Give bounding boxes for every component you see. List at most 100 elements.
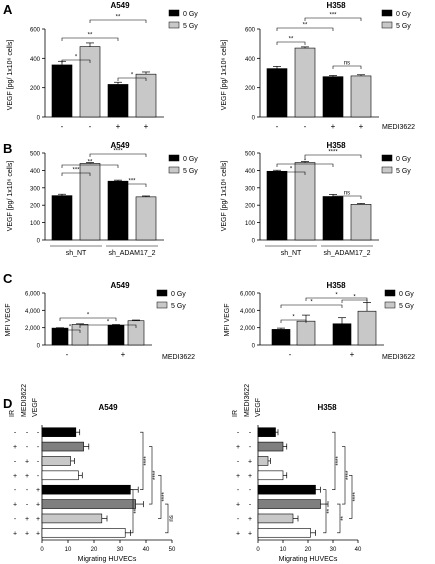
a-a549-x-label: - <box>89 122 92 131</box>
c-h358-sig-bracket <box>341 299 368 303</box>
d-h358-bar <box>257 456 269 466</box>
a-a549-bar <box>107 84 129 118</box>
d-h358-row-sign: + <box>236 473 240 480</box>
d-a549-sig-bracket <box>165 503 169 534</box>
b-h358-legend-swatch <box>381 166 393 174</box>
c-a549-legend-swatch <box>156 289 168 297</box>
c-h358-x-label: - <box>289 350 292 359</box>
a-h358-y-tick-label: 600 <box>245 28 256 34</box>
d-h358-row-header: MEDI3622 <box>244 384 251 417</box>
d-h358-row-sign: + <box>236 530 240 537</box>
b-a549-sig-bracket <box>117 183 147 187</box>
d-a549-bar <box>41 499 136 509</box>
a-a549-x-label: - <box>61 122 64 131</box>
d-h358-sig-label: ** <box>327 508 333 513</box>
d-a549-bar <box>41 484 131 495</box>
d-h358-sig-bracket <box>342 446 346 505</box>
c-a549-sig-bracket <box>79 324 137 328</box>
b-a549-sig-bracket <box>89 153 147 157</box>
d-h358-x-tick-label: 0 <box>256 547 260 553</box>
d-a549-bar <box>41 470 79 481</box>
a-h358-sig-bracket <box>276 41 306 45</box>
panel-letter-a: A <box>3 2 13 17</box>
b-a549-y-tick-label: 100 <box>30 221 41 227</box>
b-h358-group-label: sh_ADAM17_2 <box>323 250 370 257</box>
d-a549-sig-bracket <box>158 475 162 519</box>
d-a549-row-sign: + <box>36 502 40 509</box>
c-a549-sig-bracket <box>59 317 117 321</box>
a-h358-legend-swatch <box>381 21 393 29</box>
d-a549-x-tick-label: 0 <box>40 547 44 553</box>
a-h358-sig-label: ** <box>289 37 294 43</box>
a-h358-y-tick-label: 0 <box>252 116 256 122</box>
b-h358-legend-swatch <box>381 154 393 162</box>
d-a549-x-tick-label: 30 <box>117 547 124 553</box>
c-a549-bar <box>127 320 145 346</box>
panel-letter-d: D <box>3 396 12 411</box>
a-h358-sig-bracket <box>304 17 362 21</box>
b-a549-sig-label: *** <box>128 179 136 185</box>
b-h358-sig-label: **** <box>328 150 338 156</box>
d-a549-sig-bracket <box>130 489 134 534</box>
b-a549-sig-label: **** <box>113 149 123 155</box>
c-h358-y-label: MFI VEGF <box>224 303 231 336</box>
d-h358-x-tick-label: 20 <box>305 547 312 553</box>
d-h358-title: H358 <box>317 403 337 412</box>
d-a549-x-tick-label: 20 <box>91 547 98 553</box>
a-a549-sig-bracket <box>61 59 91 63</box>
a-a549-legend-label: 0 Gy <box>183 11 198 18</box>
c-h358-y-tick-label: 4,000 <box>240 309 256 315</box>
b-a549-y-tick-label: 0 <box>37 239 41 245</box>
b-a549-bar <box>51 195 73 241</box>
c-h358-bar <box>332 323 352 346</box>
d-a549-row-sign: + <box>13 444 17 451</box>
a-a549-x-label: + <box>116 122 121 131</box>
d-h358-sig-label: ** <box>341 515 347 520</box>
c-a549-bar <box>107 324 125 346</box>
c-a549-sig-label: * <box>107 320 110 326</box>
a-a549-legend-label: 5 Gy <box>183 23 198 30</box>
d-h358-row-sign: + <box>248 516 252 523</box>
b-h358-bar <box>266 170 288 241</box>
b-a549-legend-label: 5 Gy <box>183 168 198 175</box>
d-a549-title: A549 <box>98 403 118 412</box>
a-h358-sig-bracket <box>276 27 334 31</box>
d-a549-sig-label: ** <box>134 508 140 513</box>
panel-letter-c: C <box>3 271 13 286</box>
c-h358-x-note: MEDI3622 <box>382 354 415 361</box>
d-a549-row-sign: + <box>25 530 29 537</box>
d-h358-row-sign: - <box>249 430 252 437</box>
d-a549-row-sign: - <box>26 444 29 451</box>
c-a549-x-note: MEDI3622 <box>162 354 195 361</box>
a-h358-y-tick-label: 400 <box>245 57 256 63</box>
d-a549-x-label: Migrating HUVECs <box>78 556 137 563</box>
c-h358-y-tick-label: 6,000 <box>240 292 256 298</box>
a-a549-legend-swatch <box>168 21 180 29</box>
d-h358-bar <box>257 513 294 524</box>
d-h358-bar <box>257 484 316 495</box>
b-a549-bar <box>135 196 157 241</box>
b-a549-legend-swatch <box>168 166 180 174</box>
d-a549-bar <box>41 427 77 437</box>
d-h358-x-tick-label: 10 <box>280 547 287 553</box>
a-h358-sig-label: ** <box>303 23 308 29</box>
b-h358-sig-bracket <box>332 195 362 199</box>
a-h358-bar <box>322 76 344 118</box>
a-h358-legend-label: 5 Gy <box>396 23 411 30</box>
c-h358-legend-label: 0 Gy <box>399 291 414 298</box>
b-h358-sig-bracket <box>276 171 306 175</box>
b-h358-y-tick-label: 0 <box>252 239 256 245</box>
d-a549-row-header: VEGF <box>32 398 39 417</box>
a-a549-sig-label: ** <box>88 33 93 39</box>
d-a549-x-tick-label: 40 <box>143 547 150 553</box>
b-a549-y-tick-label: 400 <box>30 169 41 175</box>
c-h358-bar <box>271 329 291 346</box>
d-a549-bar <box>41 513 103 524</box>
b-h358-y-tick-label: 500 <box>245 152 256 158</box>
d-h358-row-sign: - <box>249 444 252 451</box>
c-h358-legend-swatch <box>384 301 396 309</box>
c-h358-sig-label: * <box>310 300 313 306</box>
d-a549-row-sign: + <box>25 516 29 523</box>
c-a549-y-tick-label: 0 <box>37 344 41 350</box>
